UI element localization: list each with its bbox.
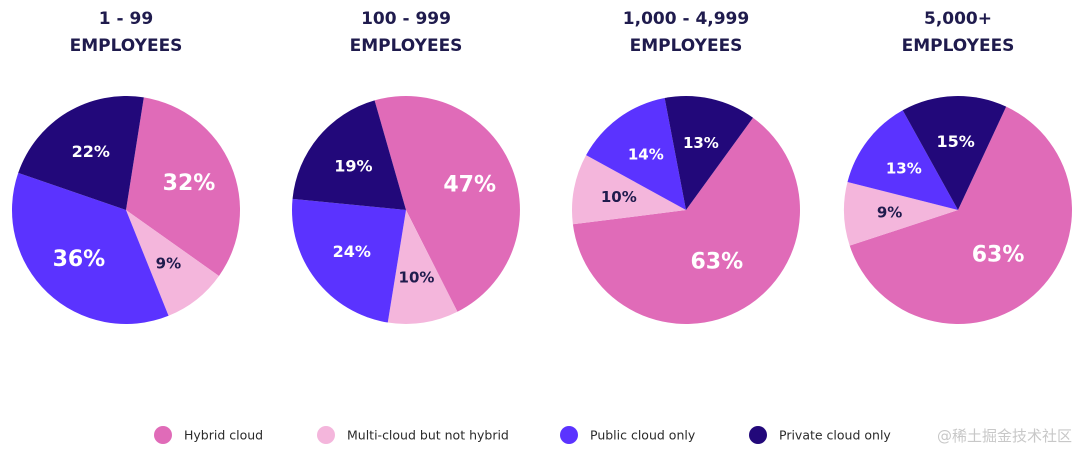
pie-chart-2: 100 - 999 EMPLOYEES 47% 10% 24% 19% <box>291 9 520 324</box>
pie-slice-multi-cloud-but-not-hybrid <box>843 182 958 246</box>
legend-label-public-cloud-only: Public cloud only <box>590 428 696 443</box>
legend-label-private-cloud-only: Private cloud only <box>779 428 891 443</box>
pie-slice-private-cloud-only <box>292 100 406 210</box>
chart-title-line2: EMPLOYEES <box>902 36 1015 56</box>
slice-label: 13% <box>886 159 922 177</box>
pie-slice-private-cloud-only <box>664 96 754 210</box>
pie-slice-public-cloud-only <box>291 198 406 323</box>
legend-swatch-private-cloud-only <box>749 426 767 444</box>
pie-slice-public-cloud-only <box>847 110 958 210</box>
pie-slice-hybrid-cloud <box>572 117 801 324</box>
slice-label: 10% <box>601 188 637 206</box>
pie-slice-private-cloud-only <box>902 95 1007 210</box>
legend-swatch-multi-cloud-but-not-hybrid <box>317 426 335 444</box>
slice-label: 32% <box>163 171 216 196</box>
slice-label: 63% <box>972 243 1025 268</box>
legend-label-multi-cloud-but-not-hybrid: Multi-cloud but not hybrid <box>347 428 509 443</box>
legend-label-hybrid-cloud: Hybrid cloud <box>184 428 263 443</box>
pie-slice-private-cloud-only <box>18 95 144 210</box>
slice-label: 9% <box>877 203 902 221</box>
slice-label: 47% <box>443 173 496 198</box>
legend-swatch-public-cloud-only <box>560 426 578 444</box>
pie-slice-multi-cloud-but-not-hybrid <box>126 210 219 316</box>
chart-title-line2: EMPLOYEES <box>630 36 743 56</box>
pie-slice-public-cloud-only <box>11 172 169 325</box>
slice-label: 15% <box>936 132 974 151</box>
pie-slice-hybrid-cloud <box>374 96 520 312</box>
chart-title-line2: EMPLOYEES <box>350 36 463 56</box>
watermark-text: @稀土掘金技术社区 <box>936 427 1072 445</box>
pie-slice-hybrid-cloud <box>849 106 1072 324</box>
slice-label: 36% <box>53 247 106 272</box>
pie-slice-hybrid-cloud <box>126 97 241 276</box>
chart-title-line1: 1,000 - 4,999 <box>623 9 749 29</box>
pie-slice-multi-cloud-but-not-hybrid <box>387 210 458 324</box>
chart-title-line1: 1 - 99 <box>99 9 153 29</box>
slice-label: 13% <box>683 134 719 152</box>
pie-slice-public-cloud-only <box>586 98 686 210</box>
slice-label: 14% <box>628 146 664 164</box>
pie-chart-4: 5,000+ EMPLOYEES 63% 9% 13% 15% <box>843 9 1072 324</box>
pie-chart-1: 1 - 99 EMPLOYEES 32% 9% 36% 22% <box>11 9 241 325</box>
slice-label: 63% <box>690 250 743 275</box>
chart-title-line1: 5,000+ <box>924 9 992 29</box>
chart-title-line1: 100 - 999 <box>361 9 451 29</box>
slice-label: 19% <box>334 157 372 176</box>
pie-slice-multi-cloud-but-not-hybrid <box>572 155 686 225</box>
slice-label: 10% <box>399 269 435 287</box>
slice-label: 9% <box>156 255 181 273</box>
slice-label: 22% <box>72 142 110 161</box>
pie-chart-3: 1,000 - 4,999 EMPLOYEES 63% 10% 14% 13% <box>572 9 801 324</box>
slice-label: 24% <box>333 242 371 261</box>
chart-title-line2: EMPLOYEES <box>70 36 183 56</box>
legend: Hybrid cloud Multi-cloud but not hybrid Pu… <box>154 426 891 444</box>
legend-swatch-hybrid-cloud <box>154 426 172 444</box>
